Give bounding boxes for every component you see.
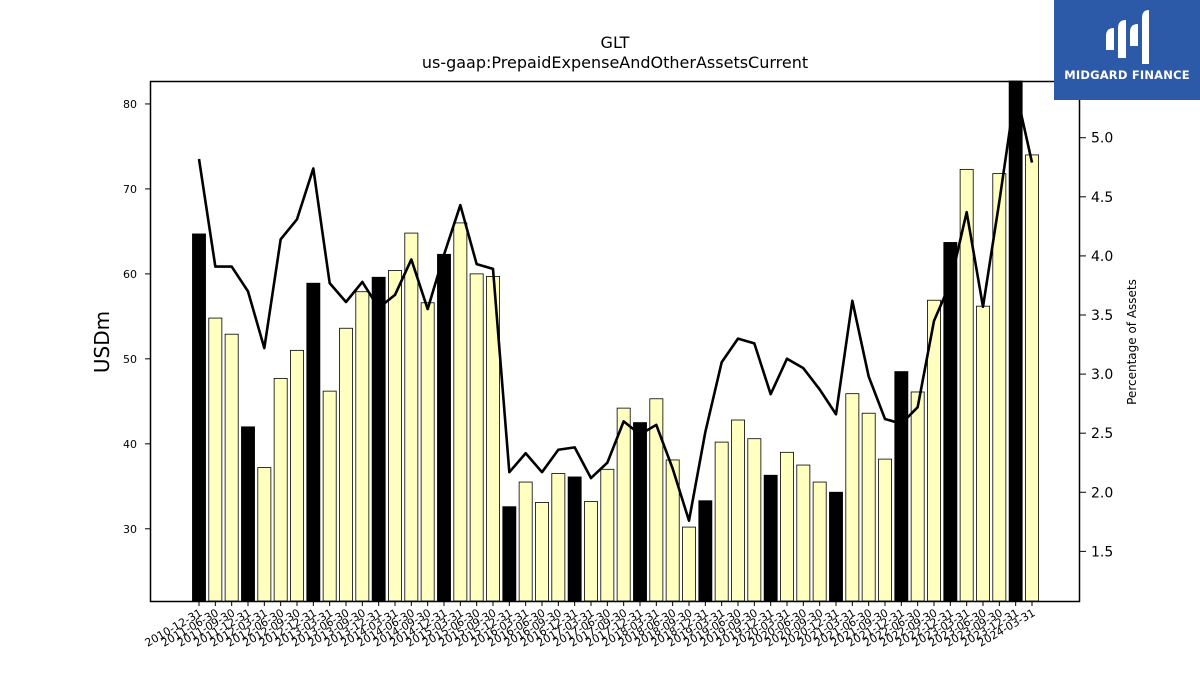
chart-title: GLT bbox=[601, 33, 630, 52]
bar-2013-12-31 bbox=[371, 276, 386, 602]
y2-tick-label-2.5: 2.5 bbox=[1091, 426, 1113, 442]
percentage-line bbox=[197, 87, 1034, 522]
bar-2017-09-30 bbox=[616, 407, 631, 602]
bar-2015-12-31 bbox=[502, 506, 517, 602]
bar-2011-06-30 bbox=[208, 317, 223, 602]
bar-2013-03-31 bbox=[322, 390, 337, 602]
y2-tick-label-2.0: 2.0 bbox=[1091, 485, 1113, 501]
bar-2013-09-30 bbox=[355, 291, 370, 602]
bar-2016-03-31 bbox=[518, 481, 533, 602]
y2-tick-label-3.5: 3.5 bbox=[1091, 308, 1113, 324]
brand-name: MIDGARD FINANCE bbox=[1064, 68, 1190, 82]
bar-2021-03-31 bbox=[845, 393, 860, 602]
bar-2014-12-31 bbox=[437, 253, 451, 602]
y-axis-right: 1.5 2.0 2.5 3.0 3.5 4.0 4.5 5.0 bbox=[1080, 131, 1113, 560]
bar-2023-12-31 bbox=[1008, 80, 1023, 602]
bar-2019-09-30 bbox=[747, 438, 762, 602]
bar-2012-06-30 bbox=[273, 377, 288, 602]
bar-2021-12-31 bbox=[894, 371, 909, 602]
y2-tick-label-1.5: 1.5 bbox=[1091, 544, 1113, 560]
y-tick-label-30: 30 bbox=[123, 523, 137, 536]
bar-2017-12-31 bbox=[633, 422, 647, 602]
y-tick-label-50: 50 bbox=[123, 353, 137, 366]
y-tick-label-40: 40 bbox=[123, 438, 137, 451]
bar-2014-03-31 bbox=[388, 270, 402, 602]
midgard-logo-icon bbox=[1106, 10, 1149, 64]
y-tick-label-70: 70 bbox=[123, 183, 137, 196]
bar-2011-09-30 bbox=[224, 333, 239, 602]
bar-2014-06-30 bbox=[404, 232, 419, 602]
bar-2019-12-31 bbox=[763, 474, 778, 602]
bar-2013-06-30 bbox=[339, 327, 353, 602]
y2-axis-label: Percentage of Assets bbox=[1125, 279, 1139, 405]
bar-2021-06-30 bbox=[861, 412, 876, 602]
bar-2016-06-30 bbox=[535, 502, 549, 602]
y2-tick-label-4.0: 4.0 bbox=[1091, 249, 1113, 265]
bar-2012-03-31 bbox=[257, 467, 272, 602]
bar-2018-09-30 bbox=[682, 526, 696, 602]
bar-2020-03-31 bbox=[780, 451, 794, 602]
bar-2018-03-31 bbox=[649, 398, 664, 602]
bar-2022-06-30 bbox=[910, 391, 925, 602]
bar-series bbox=[192, 80, 1039, 602]
y-tick-label-60: 60 bbox=[123, 268, 137, 281]
y2-tick-label-3.0: 3.0 bbox=[1091, 367, 1113, 383]
y-tick-label-80: 80 bbox=[123, 98, 137, 111]
bar-2016-09-30 bbox=[551, 473, 566, 602]
bar-2016-12-31 bbox=[567, 476, 582, 602]
bar-2011-12-31 bbox=[241, 426, 255, 602]
bar-2015-06-30 bbox=[469, 273, 484, 602]
bar-2017-06-30 bbox=[600, 468, 615, 602]
bar-2023-06-30 bbox=[976, 305, 990, 602]
bar-2014-09-30 bbox=[420, 302, 435, 602]
bar-2010-12-31 bbox=[192, 233, 206, 602]
y2-tick-label-5.0: 5.0 bbox=[1091, 131, 1113, 147]
bar-2019-06-30 bbox=[731, 419, 745, 602]
x-axis: 2010-12-312011-06-302011-09-302011-12-31… bbox=[143, 601, 1038, 650]
plot-frame bbox=[149, 80, 1081, 603]
y-axis-label: USDm bbox=[90, 311, 114, 373]
percentage-line-series bbox=[197, 87, 1034, 522]
brand-logo: MIDGARD FINANCE bbox=[1054, 0, 1200, 100]
bar-2012-09-30 bbox=[290, 349, 304, 602]
bar-2018-12-31 bbox=[698, 500, 713, 602]
y-axis-left: 30 40 50 60 70 80 bbox=[123, 98, 150, 536]
bar-2021-09-30 bbox=[878, 458, 892, 602]
bar-2012-12-31 bbox=[306, 282, 321, 602]
y2-tick-label-4.5: 4.5 bbox=[1091, 190, 1113, 206]
bar-2020-06-30 bbox=[796, 464, 811, 602]
bar-2019-03-31 bbox=[714, 441, 729, 602]
bar-2015-03-31 bbox=[453, 222, 468, 602]
chart-subtitle: us-gaap:PrepaidExpenseAndOtherAssetsCurr… bbox=[422, 53, 808, 72]
bar-2024-03-31 bbox=[1025, 154, 1039, 602]
bar-2020-09-30 bbox=[812, 481, 827, 602]
bar-2020-12-31 bbox=[829, 491, 843, 602]
bar-2017-03-31 bbox=[584, 501, 598, 602]
